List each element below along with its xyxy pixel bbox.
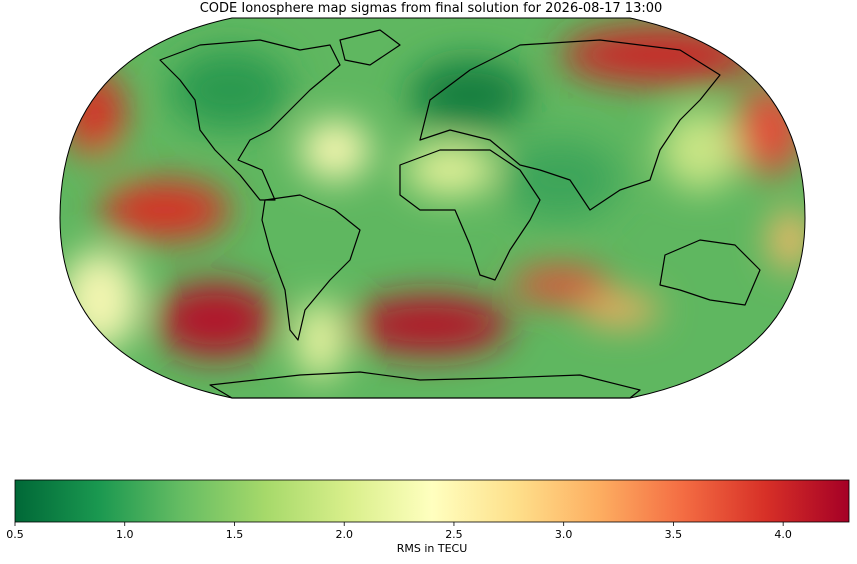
colorbar-tick-label: 2.5	[445, 528, 463, 541]
colorbar-label: RMS in TECU	[397, 542, 468, 555]
colorbar-tick-label: 3.0	[555, 528, 573, 541]
colorbar-tick-label: 3.5	[665, 528, 683, 541]
map-title: CODE Ionosphere map sigmas from final so…	[200, 1, 663, 16]
colorbar-tick-label: 1.0	[116, 528, 134, 541]
colorbar-tick-label: 2.0	[335, 528, 353, 541]
colorbar-tick-label: 0.5	[6, 528, 24, 541]
colorbar-tick-label: 4.0	[774, 528, 792, 541]
coastlines	[159, 29, 761, 399]
colorbar	[14, 479, 850, 523]
colorbar-tick-label: 1.5	[226, 528, 244, 541]
